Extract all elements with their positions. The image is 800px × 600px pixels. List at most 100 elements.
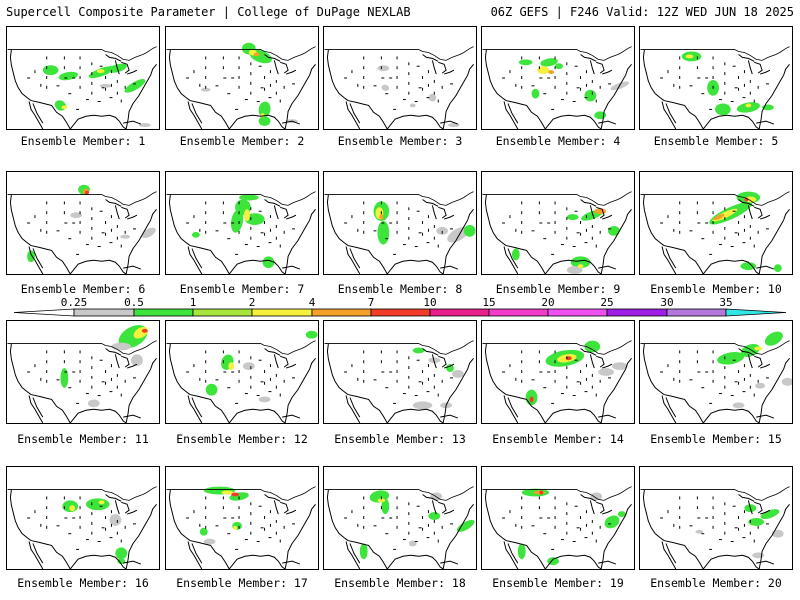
scp-contour — [598, 368, 614, 376]
scp-contours — [517, 488, 626, 566]
legend-arrow-low — [13, 308, 75, 317]
coastline-path — [168, 343, 191, 395]
scp-contour — [617, 511, 626, 518]
scp-map-15 — [640, 331, 792, 423]
scp-map-13 — [324, 340, 474, 423]
scp-contour — [771, 529, 784, 538]
coastline-path — [324, 46, 474, 61]
scp-contours — [709, 191, 782, 273]
scp-map-12 — [166, 330, 318, 423]
color-scale-legend — [13, 308, 787, 317]
scp-contour — [61, 105, 68, 110]
map-panel-member-12 — [165, 320, 319, 424]
coastline-path — [7, 46, 157, 61]
map-panel-member-16 — [6, 466, 160, 570]
member-label: Ensemble Member: 3 — [337, 134, 463, 148]
scp-contour — [412, 347, 425, 354]
legend-tick-label: 0.25 — [60, 296, 88, 309]
scp-contour — [577, 264, 584, 269]
scp-contour — [243, 209, 250, 222]
coastline-path — [484, 489, 507, 541]
coastline-path — [282, 560, 301, 565]
scp-contour — [138, 123, 151, 128]
scp-contour — [203, 538, 216, 545]
scp-contour — [141, 227, 156, 238]
scp-contour — [262, 256, 275, 269]
basemap-outline — [7, 191, 157, 274]
legend-swatch — [606, 308, 668, 317]
scp-contours — [359, 490, 475, 560]
coastline-path — [663, 540, 704, 569]
scp-contour — [540, 58, 558, 67]
coastline-path — [507, 543, 519, 564]
legend-swatch — [192, 308, 253, 317]
coastline-path — [640, 340, 790, 355]
coastline-path — [505, 394, 546, 423]
coastline-path — [324, 486, 474, 501]
scp-contour — [131, 354, 143, 367]
member-label: Ensemble Member: 7 — [179, 282, 305, 296]
basemap-outline — [166, 486, 316, 569]
coastline-path — [507, 103, 519, 124]
scp-contours — [518, 58, 630, 120]
coastline-path — [422, 199, 455, 220]
coastline-path — [482, 340, 632, 355]
scp-contour — [120, 234, 131, 239]
scp-map-6 — [7, 184, 157, 274]
scp-contours — [695, 504, 784, 559]
coastline-path — [544, 554, 602, 569]
member-label: Ensemble Member: 19 — [492, 576, 624, 590]
coastline-path — [191, 397, 203, 418]
coastline-path — [105, 348, 138, 369]
coastline-path — [440, 120, 459, 125]
coastline-path — [345, 541, 361, 569]
scp-contour — [448, 123, 460, 128]
coastline-path — [505, 100, 546, 129]
coastline-path — [386, 114, 444, 129]
coastline-path — [30, 394, 71, 423]
coastline-path — [665, 397, 677, 418]
map-panel-member-1 — [6, 26, 160, 130]
coastline-path — [505, 245, 546, 274]
coastline-path — [422, 348, 455, 369]
coastline-path — [756, 265, 775, 270]
coastline-path — [386, 259, 444, 274]
coastline-path — [600, 208, 632, 274]
scp-contours — [205, 330, 318, 403]
coastline-path — [28, 395, 44, 423]
map-panel-member-9 — [481, 171, 635, 275]
basemap-outline — [482, 486, 632, 569]
page-title: Supercell Composite Parameter | College … — [6, 5, 411, 19]
scp-contour — [239, 194, 259, 201]
coastline-path — [28, 541, 44, 569]
coastline-path — [9, 489, 32, 541]
coastline-path — [738, 199, 771, 220]
scp-contour — [570, 256, 591, 269]
scp-contour — [381, 498, 390, 515]
coastline-path — [69, 554, 127, 569]
basemap-outline — [7, 486, 157, 569]
scp-contours — [412, 347, 464, 410]
scp-map-14 — [482, 340, 632, 423]
scp-contour — [377, 498, 386, 503]
scp-contour — [115, 547, 128, 560]
scp-contour — [258, 116, 271, 127]
legend-swatch — [73, 308, 135, 317]
coastline-path — [9, 194, 32, 246]
map-panel-member-14 — [481, 320, 635, 424]
coastline-path — [189, 394, 230, 423]
member-label: Ensemble Member: 15 — [650, 432, 782, 446]
scp-map-4 — [482, 46, 632, 129]
coastline-path — [166, 486, 316, 501]
coastline-path — [663, 394, 704, 423]
scp-contour — [744, 197, 749, 202]
map-panel-member-19 — [481, 466, 635, 570]
scp-contours — [60, 325, 149, 408]
coastline-path — [386, 408, 444, 423]
member-label: Ensemble Member: 16 — [17, 576, 149, 590]
coastline-path — [191, 103, 203, 124]
member-label: Ensemble Member: 20 — [650, 576, 782, 590]
scp-contours — [42, 63, 151, 128]
coastline-path — [440, 414, 459, 419]
coastline-path — [32, 543, 44, 564]
